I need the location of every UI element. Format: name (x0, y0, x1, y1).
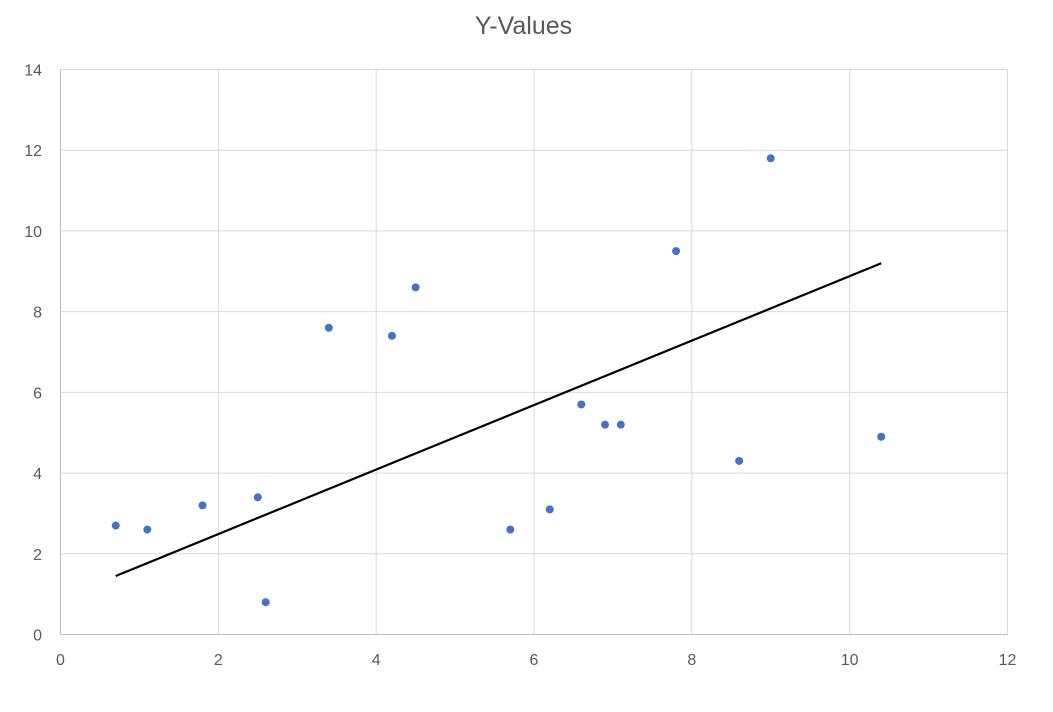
chart-title: Y-Values (474, 12, 573, 40)
y-tick-label: 6 (33, 385, 42, 402)
data-point-marker (735, 456, 744, 465)
x-axis-tick-labels: 0 2 4 6 8 10 12 (56, 652, 1016, 669)
data-point-marker (387, 331, 396, 340)
y-tick-label: 8 (33, 305, 42, 322)
x-tick-label: 10 (841, 652, 859, 669)
x-tick-label: 12 (999, 652, 1017, 669)
data-point-marker (261, 598, 270, 607)
trendline (115, 262, 882, 578)
data-point-marker (143, 525, 152, 534)
data-point-marker (766, 154, 775, 163)
axes (60, 69, 1008, 635)
x-tick-label: 6 (530, 652, 539, 669)
y-tick-label: 14 (24, 63, 42, 80)
data-point-marker (545, 505, 554, 514)
data-point-marker (198, 501, 207, 510)
data-point-marker (324, 323, 333, 332)
data-point-marker (672, 247, 681, 256)
data-point-marker (111, 521, 120, 530)
data-point-marker (411, 283, 420, 292)
x-tick-label: 0 (56, 652, 65, 669)
data-point-marker (253, 493, 262, 502)
data-point-marker (577, 400, 586, 409)
x-tick-label: 4 (372, 652, 381, 669)
linear-trendline (115, 262, 882, 578)
y-tick-label: 4 (33, 466, 42, 483)
data-points (111, 154, 886, 607)
data-point-marker (616, 420, 625, 429)
y-tick-label: 2 (33, 547, 42, 564)
gridlines (60, 69, 1008, 635)
data-point-marker (877, 432, 886, 441)
data-point-marker (601, 420, 610, 429)
y-tick-label: 0 (33, 628, 42, 645)
x-tick-label: 2 (214, 652, 223, 669)
data-point-marker (506, 525, 515, 534)
x-tick-label: 8 (687, 652, 696, 669)
y-axis-tick-labels: 0 2 4 6 8 10 12 14 (24, 63, 42, 645)
y-tick-label: 12 (24, 143, 42, 160)
y-tick-label: 10 (24, 224, 42, 241)
